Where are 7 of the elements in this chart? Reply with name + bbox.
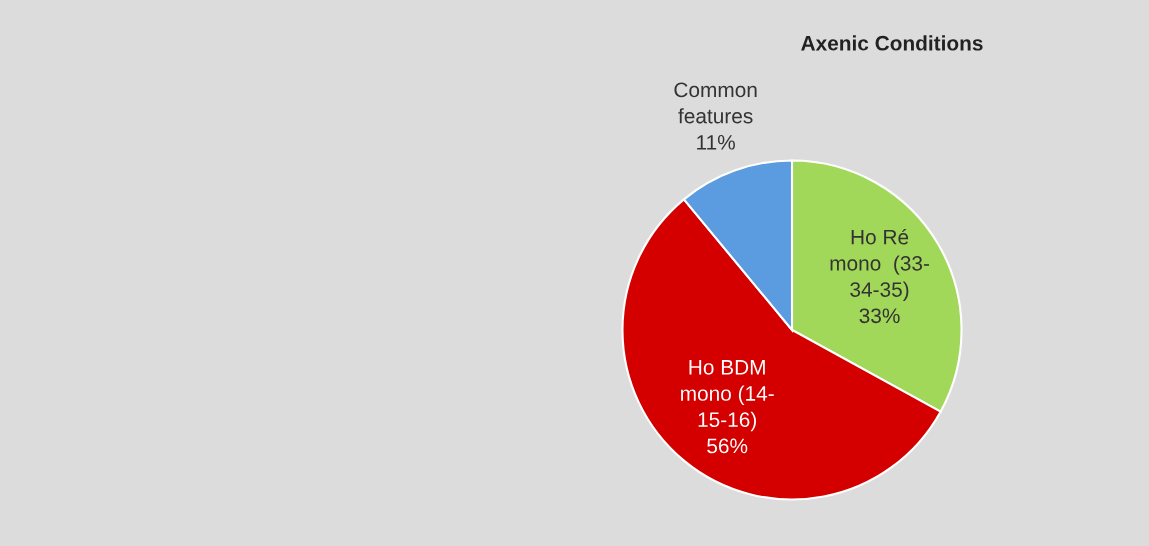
slice-label: Ho Ré mono (33- 34-35): [830, 228, 929, 302]
data-label: 56%: [707, 438, 748, 454]
chart-title: Axenic Conditions: [801, 35, 983, 51]
slice-label: Ho BDM mono (14- 15-16): [681, 360, 774, 432]
slice-label: Common features: [674, 82, 757, 124]
data-label: 11%: [697, 135, 735, 150]
data-label: 33%: [859, 308, 900, 324]
